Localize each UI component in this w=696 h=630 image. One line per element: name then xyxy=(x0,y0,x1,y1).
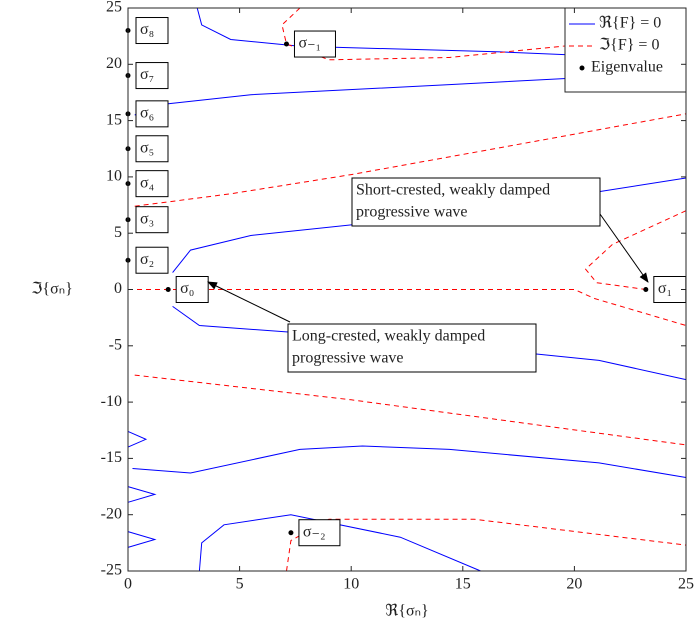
eigenvalue-label: σ₇ xyxy=(140,66,154,83)
label-box xyxy=(135,246,169,274)
legend-swatch xyxy=(579,65,585,71)
y-tick-label: -20 xyxy=(101,505,122,522)
annotation-text: Short-crested, weakly damped xyxy=(356,182,550,199)
x-tick-label: 5 xyxy=(236,576,244,593)
label-box xyxy=(175,276,209,303)
legend-label: Eigenvalue xyxy=(591,59,663,76)
eigenvalue-label: σ₋₁ xyxy=(298,35,321,52)
eigenvalue-label: σ₋₂ xyxy=(303,523,326,540)
y-tick-label: -25 xyxy=(101,562,122,579)
contour-line xyxy=(127,531,157,548)
y-tick-label: 10 xyxy=(106,168,122,185)
x-tick-label: 15 xyxy=(455,576,471,593)
y-tick-label: 0 xyxy=(114,280,122,297)
x-tick-label: 0 xyxy=(124,576,132,593)
label-box xyxy=(135,100,169,128)
eigenvalue-label: σ₀ xyxy=(180,280,194,297)
contour-line xyxy=(286,518,687,572)
x-tick-label: 25 xyxy=(678,576,694,593)
y-axis-label: ℑ{σₙ} xyxy=(31,281,73,298)
x-tick-label: 10 xyxy=(343,576,359,593)
eigenvalue-point xyxy=(165,287,171,292)
legend-label: ℑ{F} = 0 xyxy=(599,37,659,54)
y-tick-label: 15 xyxy=(106,111,122,128)
contour-line xyxy=(134,113,687,207)
contour-line xyxy=(196,7,687,61)
y-tick-label: 25 xyxy=(106,0,122,16)
y-tick-label: 5 xyxy=(114,224,122,241)
label-box xyxy=(135,135,169,163)
annotation-text: Long-crested, weakly damped xyxy=(292,328,485,345)
eigenvalue-label: σ₅ xyxy=(140,139,154,156)
y-tick-label: -10 xyxy=(101,393,122,410)
label-box xyxy=(298,519,341,547)
annotation-box xyxy=(351,177,601,227)
contour-line xyxy=(132,445,687,478)
annotation-box xyxy=(287,323,537,373)
eigenvalue-label: σ₄ xyxy=(140,174,155,191)
contour-line xyxy=(127,430,148,448)
contour-line xyxy=(128,289,687,326)
eigenvalue-label: σ₃ xyxy=(140,210,154,227)
annotation-arrow xyxy=(207,281,291,323)
annotation-text: progressive wave xyxy=(356,204,468,221)
eigenvalue-point xyxy=(283,41,289,47)
eigenvalue-label: σ₁ xyxy=(658,280,672,297)
y-tick-label: -5 xyxy=(109,336,122,353)
eigenvalue-point xyxy=(643,287,649,292)
eigenvalue-label: σ₈ xyxy=(140,21,154,38)
annotation-text: progressive wave xyxy=(292,350,404,367)
eigenvalue-point xyxy=(288,530,294,536)
contour-line xyxy=(584,210,687,290)
label-box xyxy=(135,206,169,234)
label-box xyxy=(653,276,687,303)
y-tick-label: -15 xyxy=(101,449,122,466)
label-box xyxy=(135,17,169,45)
eigenvalue-label: σ₂ xyxy=(140,251,154,268)
legend-label: ℜ{F} = 0 xyxy=(599,15,661,32)
label-box xyxy=(293,30,336,58)
y-tick-label: 20 xyxy=(106,55,122,72)
contour-line xyxy=(127,486,157,503)
label-box xyxy=(135,170,169,198)
contour-line xyxy=(198,514,481,572)
contour-line xyxy=(134,374,687,446)
eigenvalue-label: σ₆ xyxy=(140,105,154,122)
x-axis-label: ℜ{σₙ} xyxy=(385,603,428,620)
legend-box xyxy=(564,7,687,93)
label-box xyxy=(135,62,169,90)
annotation-arrow xyxy=(599,213,649,283)
x-tick-label: 20 xyxy=(566,576,582,593)
